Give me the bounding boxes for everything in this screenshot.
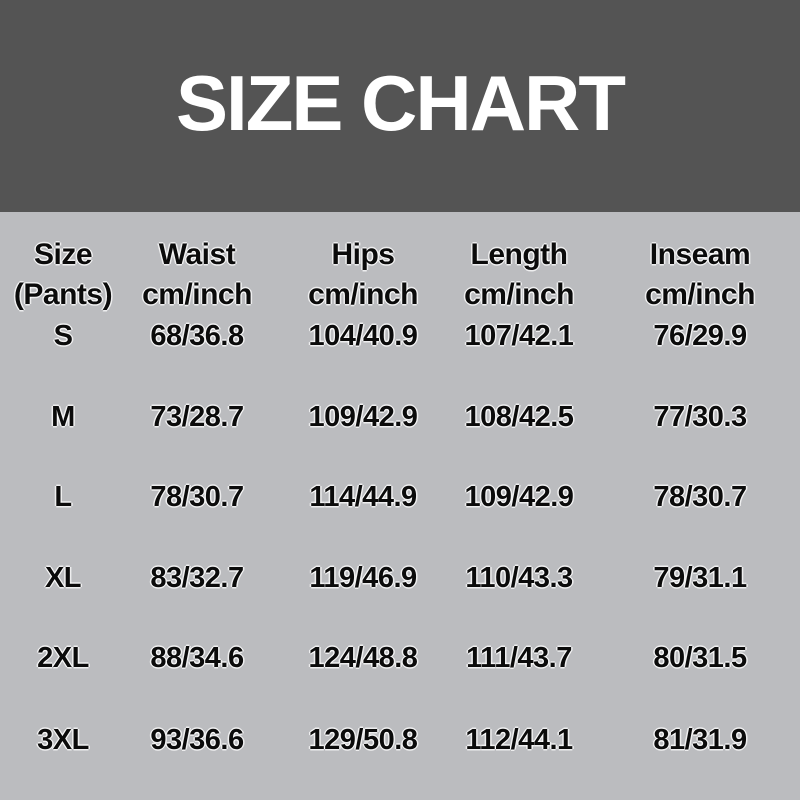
table-cell: 88/34.6 [150, 642, 244, 674]
col-header-inseam: Inseam cm/inch [600, 235, 800, 315]
table-cell: 78/30.7 [653, 481, 747, 513]
table-cell: 93/36.6 [150, 724, 244, 756]
table-row: 3XL 93/36.6 129/50.8 112/44.1 81/31.9 [0, 720, 800, 760]
col-header-hips-line2: cm/inch [308, 278, 418, 311]
table-cell: 76/29.9 [653, 320, 747, 352]
col-header-waist: Waist cm/inch [126, 235, 268, 315]
table-cell: 108/42.5 [464, 401, 574, 433]
table-cell: 119/46.9 [309, 562, 417, 594]
table-row: XL 83/32.7 119/46.9 110/43.3 79/31.1 [0, 558, 800, 598]
table-cell: 77/30.3 [653, 401, 747, 433]
col-header-hips-line1: Hips [331, 238, 395, 271]
table-cell: 129/50.8 [308, 724, 418, 756]
col-header-length-line1: Length [470, 238, 568, 271]
table-cell: 80/31.5 [653, 642, 747, 674]
col-header-inseam-line2: cm/inch [645, 278, 755, 311]
row-size-label: L [54, 481, 72, 513]
col-header-waist-line1: Waist [158, 238, 236, 271]
col-header-waist-line2: cm/inch [142, 278, 252, 311]
size-chart-banner: SIZE CHART [0, 0, 800, 212]
col-header-size-line1: Size [33, 238, 93, 271]
size-table: Size (Pants) Waist cm/inch Hips cm/inch … [0, 212, 800, 760]
row-size-label: M [51, 401, 75, 433]
col-header-size-line2: (Pants) [13, 278, 113, 311]
table-header-row: Size (Pants) Waist cm/inch Hips cm/inch … [0, 235, 800, 315]
table-cell: 83/32.7 [150, 562, 244, 594]
table-cell: 73/28.7 [150, 401, 244, 433]
table-row: M 73/28.7 109/42.9 108/42.5 77/30.3 [0, 397, 800, 437]
table-row: L 78/30.7 114/44.9 109/42.9 78/30.7 [0, 477, 800, 517]
table-row: S 68/36.8 104/40.9 107/42.1 76/29.9 [0, 316, 800, 356]
col-header-length-line2: cm/inch [464, 278, 574, 311]
row-size-label: 3XL [37, 724, 89, 756]
table-cell: 107/42.1 [464, 320, 574, 352]
table-cell: 124/48.8 [308, 642, 418, 674]
table-cell: 114/44.9 [309, 481, 417, 513]
col-header-hips: Hips cm/inch [268, 235, 458, 315]
row-size-label: XL [44, 562, 82, 594]
table-cell: 109/42.9 [308, 401, 418, 433]
size-chart-title: SIZE CHART [176, 58, 626, 147]
table-cell: 109/42.9 [464, 481, 574, 513]
col-header-length: Length cm/inch [458, 235, 600, 315]
table-cell: 68/36.8 [150, 320, 244, 352]
col-header-inseam-line1: Inseam [649, 238, 751, 271]
table-cell: 111/43.7 [466, 642, 572, 674]
row-size-label: S [53, 320, 73, 352]
row-size-label: 2XL [37, 642, 89, 674]
table-cell: 78/30.7 [150, 481, 244, 513]
table-cell: 110/43.3 [465, 562, 573, 594]
col-header-size: Size (Pants) [0, 235, 126, 315]
table-cell: 81/31.9 [653, 724, 747, 756]
table-cell: 79/31.1 [653, 562, 747, 594]
table-cell: 112/44.1 [465, 724, 573, 756]
table-cell: 104/40.9 [308, 320, 418, 352]
table-row: 2XL 88/34.6 124/48.8 111/43.7 80/31.5 [0, 638, 800, 678]
